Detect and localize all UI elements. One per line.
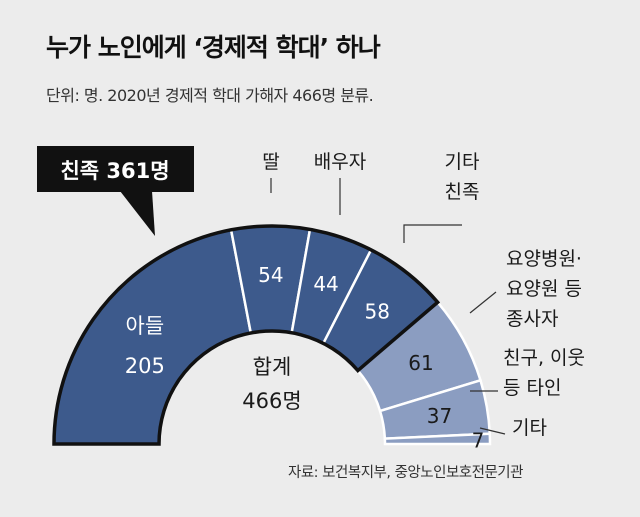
total-value: 466명: [242, 389, 301, 413]
group-callout-text: 친족 361명: [60, 159, 169, 183]
family-group-outline: [52, 224, 441, 446]
slice-value-0: 205: [125, 354, 165, 378]
slice-value-4: 61: [408, 351, 433, 375]
total-label: 합계: [253, 355, 292, 379]
slice-value-2: 44: [313, 272, 338, 296]
slice-value-5: 37: [427, 404, 452, 428]
group-callout-box: [37, 146, 194, 192]
source-note: 자료: 보건복지부, 중앙노인보호전문기관: [288, 465, 524, 481]
leader-line-3: [403, 224, 462, 243]
leader-line-4: [469, 291, 497, 314]
slice-6: [383, 432, 492, 446]
slice-label-3-1: 친족: [445, 181, 480, 203]
slice-label-4-2: 종사자: [506, 308, 558, 330]
slice-value-1: 54: [258, 263, 283, 287]
slice-label-6-0: 기타: [512, 417, 547, 439]
slice-label-3-0: 기타: [445, 151, 480, 173]
chart-title: 누가 노인에게 ‘경제적 학대’ 하나: [46, 33, 381, 62]
slice-label-4-0: 요양병원·: [506, 248, 582, 270]
slice-value-3: 58: [364, 299, 389, 323]
leader-line-6: [479, 427, 506, 435]
slice-value-6: 7: [472, 428, 485, 452]
slice-label-4-1: 요양원 등: [506, 278, 582, 300]
chart-subtitle: 단위: 명. 2020년 경제적 학대 가해자 466명 분류.: [46, 86, 374, 105]
group-callout-pointer: [120, 191, 155, 236]
slice-label-5-1: 등 타인: [503, 377, 561, 399]
slice-label-0: 아들: [126, 314, 165, 338]
slice-label-1-0: 딸: [262, 151, 279, 173]
slice-label-5-0: 친구, 이웃: [503, 347, 585, 369]
slice-label-2-0: 배우자: [314, 151, 366, 173]
